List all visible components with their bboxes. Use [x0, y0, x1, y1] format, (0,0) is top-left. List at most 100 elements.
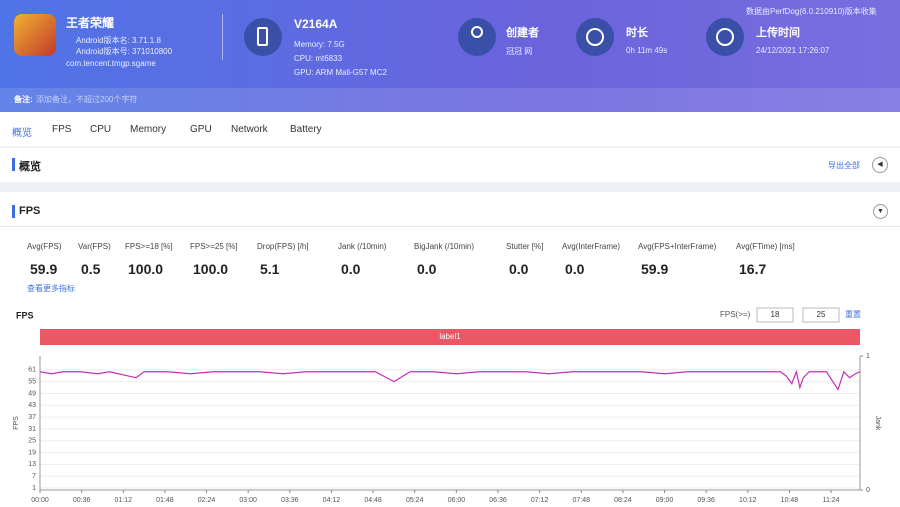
metric-label: Var(FPS) — [78, 242, 111, 251]
x-tick-label: 00:36 — [73, 497, 91, 504]
x-tick-label: 05:24 — [406, 497, 424, 504]
metric-value: 100.0 — [128, 261, 164, 277]
export-button[interactable]: 导出全部 — [828, 161, 860, 170]
x-tick-label: 01:48 — [156, 497, 174, 504]
cpu: CPU: mt6833 — [294, 54, 343, 63]
metric-value: 59.9 — [30, 261, 58, 277]
creator: 冠冠 网 — [506, 47, 533, 56]
metric-value: 5.1 — [260, 261, 280, 277]
tab[interactable]: Battery — [290, 124, 322, 135]
x-tick-label: 09:36 — [697, 497, 715, 504]
metric-label: Avg(FTime) [ms] — [736, 242, 795, 251]
threshold-input[interactable] — [756, 307, 794, 323]
x-tick-label: 06:00 — [448, 497, 466, 504]
metric-value: 0.0 — [565, 261, 585, 277]
x-tick-label: 04:48 — [364, 497, 382, 504]
x-tick-label: 07:48 — [573, 497, 591, 504]
collapse-button[interactable]: ▼ — [873, 204, 888, 219]
y-tick-label: 49 — [28, 390, 36, 397]
device-icon — [244, 18, 282, 56]
creator-icon — [458, 18, 496, 56]
tab[interactable]: 概览 — [12, 128, 32, 139]
x-tick-label: 00:00 — [31, 497, 49, 504]
tab[interactable]: Memory — [130, 124, 167, 135]
metric-label: Avg(InterFrame) — [562, 242, 621, 251]
y-axis-label: FPS — [13, 416, 20, 430]
metric-label: FPS>=25 [%] — [190, 242, 238, 251]
duration: 0h 11m 49s — [626, 46, 668, 55]
overview-title: 概览 — [19, 161, 41, 173]
y-tick-label: 55 — [28, 378, 36, 385]
y-tick-label: 43 — [28, 402, 36, 409]
upload-label: 上传时间 — [756, 27, 800, 39]
upload-icon — [706, 18, 744, 56]
tab-bar: 概览 FPS CPU Memory GPU Network Battery — [0, 112, 900, 146]
threshold-label: FPS(>=) — [720, 310, 751, 319]
y-tick-label: 7 — [32, 473, 36, 480]
x-tick-label: 09:00 — [656, 497, 674, 504]
x-tick-label: 10:48 — [781, 497, 799, 504]
metric-label: Avg(FPS) — [27, 242, 62, 251]
threshold-input[interactable] — [802, 307, 840, 323]
duration-label: 时长 — [626, 27, 648, 39]
y-tick-label: 37 — [28, 414, 36, 421]
threshold-value[interactable]: 25 — [817, 310, 826, 319]
tab[interactable]: Network — [231, 124, 268, 135]
x-tick-label: 03:36 — [281, 497, 299, 504]
overview-card: 概览 导出全部 ◀ — [0, 148, 900, 182]
x-tick-label: 02:24 — [198, 497, 216, 504]
tab[interactable]: GPU — [190, 124, 212, 135]
source-note: 数据由PerfDog(6.0.210910)版本收集 — [746, 7, 877, 16]
header: 王者荣耀 Android版本名: 3.71.1.8 Android版本号: 37… — [0, 0, 900, 112]
metric-label: Stutter [%] — [506, 242, 544, 251]
reset-button[interactable]: 重置 — [845, 309, 861, 319]
x-tick-label: 11:24 — [823, 497, 840, 504]
x-tick-label: 08:24 — [614, 497, 632, 504]
app-name: 王者荣耀 — [66, 16, 115, 30]
upload-time: 24/12/2021 17:26:07 — [756, 46, 830, 55]
x-tick-label: 06:36 — [489, 497, 507, 504]
metric-label: BigJank (/10min) — [414, 242, 475, 251]
divider — [0, 226, 900, 227]
x-tick-label: 01:12 — [115, 497, 133, 504]
band-label: label1 — [439, 332, 461, 341]
y-tick-label: 19 — [28, 449, 36, 456]
y2-axis-label: Jank — [874, 416, 881, 431]
accent — [12, 158, 15, 171]
chart-title: FPS — [16, 310, 34, 320]
collapse-button[interactable]: ◀ — [872, 157, 888, 173]
metric-value: 0.0 — [417, 261, 437, 277]
x-tick-label: 04:12 — [323, 497, 341, 504]
accent — [12, 205, 15, 218]
remark-input[interactable]: 添加备注，不超过200个字符 — [36, 95, 138, 104]
divider — [222, 14, 223, 60]
y-tick-label: 25 — [28, 438, 36, 445]
creator-label: 创建者 — [506, 27, 539, 39]
y-tick-label: 1 — [32, 485, 36, 492]
threshold-value[interactable]: 18 — [771, 310, 780, 319]
app-version: Android版本名: 3.71.1.8 — [76, 36, 161, 45]
metric-value: 59.9 — [641, 261, 669, 277]
tab[interactable]: FPS — [52, 124, 72, 135]
remark-bar — [0, 88, 900, 112]
fps-title: FPS — [19, 205, 41, 217]
package: com.tencent.tmgp.sgame — [66, 59, 156, 68]
gpu: GPU: ARM Mali-G57 MC2 — [294, 68, 387, 77]
tab[interactable]: CPU — [90, 124, 112, 135]
metric-label: FPS>=18 [%] — [125, 242, 173, 251]
metric-value: 0.0 — [509, 261, 529, 277]
metric-label: Drop(FPS) [/h] — [257, 242, 309, 251]
y-tick-label: 13 — [28, 461, 36, 468]
y-tick-label: 61 — [28, 367, 36, 374]
more-metrics[interactable]: 查看更多指标 — [27, 284, 75, 293]
y2-tick-label: 0 — [866, 487, 870, 494]
app-code: Android版本号: 371010800 — [76, 47, 173, 56]
metric-label: Avg(FPS+InterFrame) — [638, 242, 717, 251]
band — [40, 329, 860, 345]
metric-value: 0.0 — [341, 261, 361, 277]
app-icon — [14, 14, 56, 56]
duration-icon — [576, 18, 614, 56]
y2-tick-label: 1 — [866, 353, 870, 360]
x-tick-label: 03:00 — [239, 497, 257, 504]
